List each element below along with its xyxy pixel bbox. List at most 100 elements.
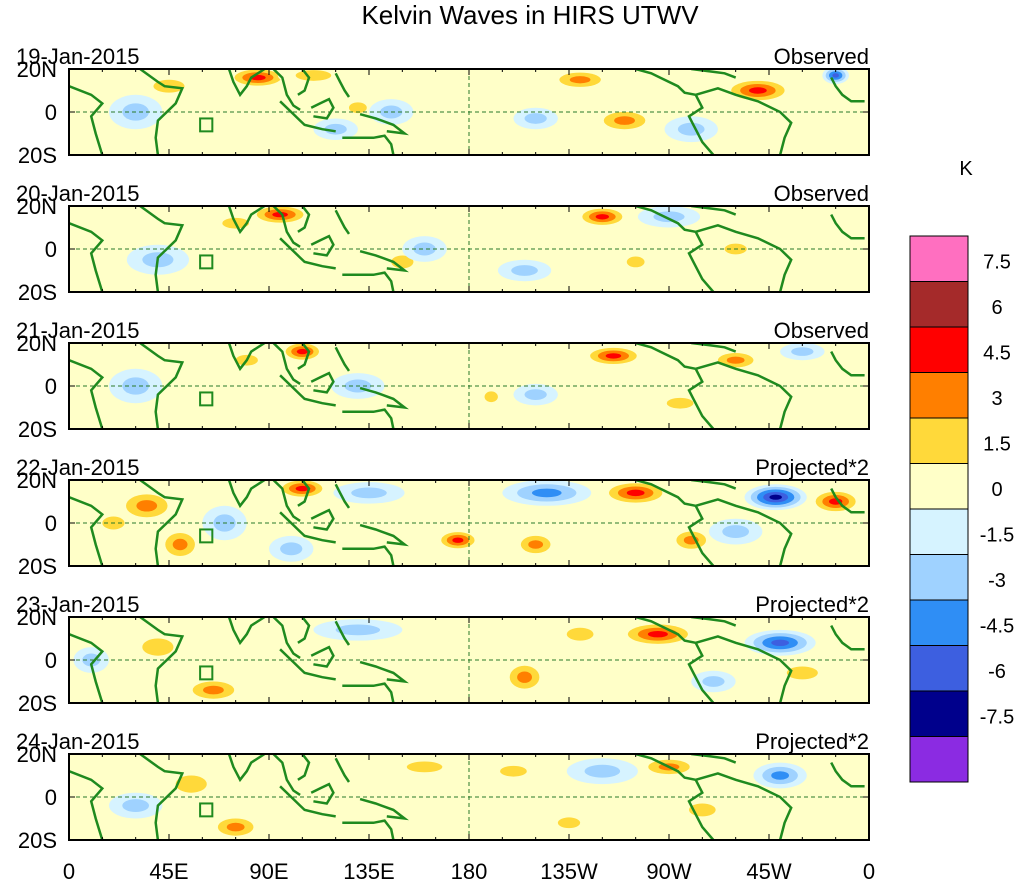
colorbar-swatch [909,281,969,328]
colorbar-swatch [909,372,969,419]
coastline [272,69,301,111]
anomaly-contour [614,116,635,125]
colorbar-swatch [909,599,969,646]
anomaly-contour [786,666,818,680]
coastline [297,754,311,781]
anomaly-contour [122,799,149,813]
y-tick-label: 20S [18,828,57,853]
panel-label: Observed [774,181,869,206]
coastline [359,797,409,821]
anomaly-contour [175,775,207,793]
panel-date: 21-Jan-2015 [16,318,140,343]
anomaly-contour [791,347,814,356]
coastline [359,249,409,273]
y-tick-label: 20N [17,742,57,767]
y-tick-label: 0 [45,511,57,536]
coastline [695,498,793,566]
coastline [227,617,266,646]
coastline [635,617,696,645]
anomaly-contour [557,817,581,829]
coastline [830,762,865,788]
y-tick-label: 20N [17,57,57,82]
y-tick-label: 20S [18,280,57,305]
coastline [342,271,395,292]
anomaly-contour [566,627,594,641]
anomaly-contour [595,214,609,220]
coastline [227,69,266,98]
coastline [69,359,105,429]
anomaly-contour [569,76,591,84]
panel-label: Projected*2 [755,729,869,754]
colorbar-tick-label: -6 [988,661,1006,683]
coastline [691,206,737,216]
coastline [139,617,185,703]
coastline [342,134,395,155]
coastline [691,754,737,764]
y-tick-label: 0 [45,374,57,399]
coastline [635,206,696,234]
reference-box [199,254,214,270]
colorbar-tick-label: 6 [991,297,1002,319]
coastline [272,480,301,522]
anomaly-contour [335,624,381,636]
colorbar-tick-label: 1.5 [983,434,1011,456]
colorbar-swatch [909,508,969,555]
anomaly-contour [605,353,622,359]
panel-field [69,754,869,840]
x-tick-label: 0 [863,859,875,884]
y-tick-label: 0 [45,648,57,673]
y-tick-label: 20N [17,194,57,219]
coastline [310,97,335,120]
reference-box [199,802,214,818]
anomaly-contour [528,540,544,549]
colorbar-tick-label: 7.5 [983,252,1011,274]
colorbar-tick-label: -1.5 [980,525,1014,547]
anomaly-contour [726,356,745,364]
x-tick-label: 45W [746,859,791,884]
coastline [69,770,105,840]
colorbar-swatch [909,690,969,737]
anomaly-contour [626,256,645,268]
panel-field [69,69,869,155]
panel-field [69,206,869,292]
anomaly-contour [413,242,436,256]
x-tick-label: 90E [249,859,288,884]
x-tick-label: 0 [63,859,75,884]
colorbar-swatch [909,554,969,601]
anomaly-contour [517,671,532,683]
x-tick-label: 180 [451,859,488,884]
y-tick-label: 0 [45,237,57,262]
coastline [687,368,715,429]
colorbar-swatch [909,645,969,692]
coastline [227,343,266,372]
x-tick-label: 135E [343,859,394,884]
coastline [227,480,266,509]
coastline [272,754,301,796]
coastline [297,206,311,233]
coastline [635,69,696,97]
coastline [695,772,793,840]
coastline [310,234,335,257]
coastline [830,214,865,240]
colorbar-tick-label: 4.5 [983,343,1011,365]
coastline [279,648,336,681]
coastline [695,223,793,292]
anomaly-contour [832,73,840,78]
x-tick-label: 135W [540,859,598,884]
coastline [635,343,696,371]
coastline [69,222,105,292]
coastline [227,754,266,783]
coastline [359,386,409,410]
coastline [342,408,395,429]
coastline [334,620,351,646]
panel: 20N 0 20S 24-Jan-2015 Projected*2 [16,729,870,853]
y-tick-label: 20S [18,691,57,716]
panel: 20N 0 20S 21-Jan-2015 Observed [16,318,870,442]
coastline [691,69,737,79]
coastline [359,112,410,136]
coastline [687,642,715,703]
colorbar-swatch [909,463,969,510]
anomaly-contour [722,525,750,539]
coastline [139,69,185,155]
coastline [297,69,311,96]
